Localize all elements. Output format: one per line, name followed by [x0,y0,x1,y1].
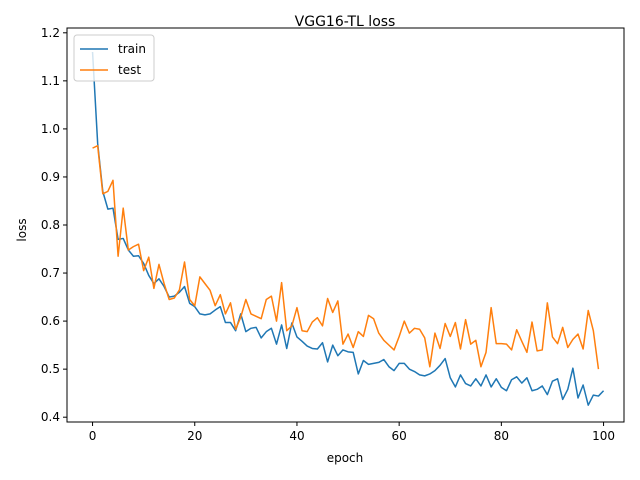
x-tick-label: 60 [392,429,407,443]
y-tick-label: 0.4 [41,410,60,424]
x-tick-label: 80 [494,429,509,443]
series-line-test [92,144,600,370]
x-tick-label: 0 [89,429,97,443]
y-tick-label: 0.8 [41,218,60,232]
legend-label-test: test [118,63,141,77]
legend-label-train: train [118,42,146,56]
y-tick-label: 0.7 [41,266,60,280]
chart-title: VGG16-TL loss [295,14,396,30]
x-axis-label: epoch [327,451,364,465]
y-tick-label: 1.1 [41,74,60,88]
x-tick-label: 40 [289,429,304,443]
y-tick-label: 0.6 [41,314,60,328]
plot-area [91,51,605,406]
y-tick-label: 0.5 [41,362,60,376]
y-axis-label: loss [15,218,29,241]
y-tick-label: 1.2 [41,26,60,40]
x-tick-label: 100 [592,429,615,443]
x-tick-label: 20 [187,429,202,443]
y-tick-label: 1.0 [41,122,60,136]
legend: train test [73,34,155,82]
y-tick-label: 0.9 [41,170,60,184]
